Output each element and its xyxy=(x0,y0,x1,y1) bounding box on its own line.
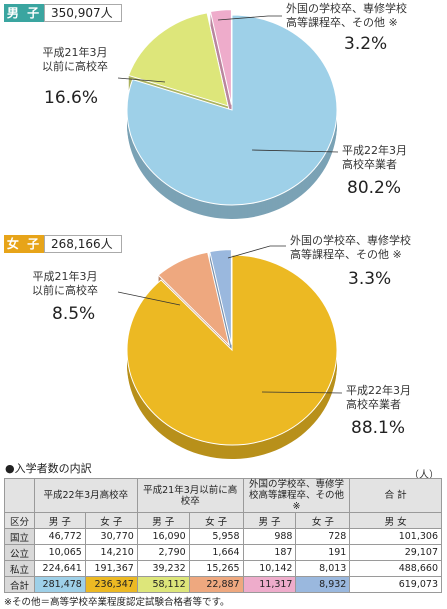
row-label: 公立 xyxy=(4,544,35,561)
row-header-label: 区分 xyxy=(4,512,35,529)
group-header: 平成21年3月以前に高校卒 xyxy=(136,478,244,513)
table-unit: （人） xyxy=(409,470,439,481)
leader-line-female-1 xyxy=(117,291,181,306)
footnote: ※その他＝高等学校卒業程度認定試験合格者等です。 xyxy=(4,597,230,608)
total-cell: 58,112 xyxy=(136,576,190,593)
total-cell: 236,347 xyxy=(84,576,138,593)
table-cell: 39,232 xyxy=(136,560,190,577)
group-header: 合 計 xyxy=(349,478,442,513)
sub-header: 男 子 xyxy=(242,512,297,529)
total-cell: 281,478 xyxy=(33,576,86,593)
table-cell: 8,013 xyxy=(295,560,351,577)
male-label-3: 外国の学校卒、専修学校 高等課程卒、その他 ※ xyxy=(286,2,407,29)
female-pie-chart xyxy=(117,245,343,460)
table-cell: 191 xyxy=(295,544,351,561)
female-badge: 女 子 xyxy=(4,235,44,253)
leader-line-male-1 xyxy=(117,77,166,83)
corner-cell xyxy=(4,478,35,513)
male-total: 350,907人 xyxy=(44,4,122,22)
leader-line-female-0 xyxy=(261,391,343,394)
table-cell: 14,210 xyxy=(84,544,138,561)
group-header: 平成22年3月高校卒 xyxy=(33,478,138,513)
table-row: 国立 46,772 30,770 16,090 5,958 988 728 10… xyxy=(4,528,442,545)
table-cell: 30,770 xyxy=(84,528,138,545)
sub-header: 女 子 xyxy=(84,512,138,529)
table-cell: 10,142 xyxy=(242,560,297,577)
male-label-2: 平成21年3月 以前に高校卒 xyxy=(42,46,108,73)
sub-header: 女 子 xyxy=(188,512,244,529)
male-pie-chart xyxy=(117,9,339,219)
sub-header: 男 子 xyxy=(33,512,86,529)
total-row: 合計 281,478 236,347 58,112 22,887 11,317 … xyxy=(4,576,442,593)
group-header: 外国の学校卒、専修学校高等課程卒、その他 ※ xyxy=(242,478,351,513)
leader-line-female-2 xyxy=(227,245,286,259)
table-group-header: 平成22年3月高校卒 平成21年3月以前に高校卒 外国の学校卒、専修学校高等課程… xyxy=(4,478,442,513)
leader-line-male-2 xyxy=(217,15,282,21)
female-pct-2: 8.5% xyxy=(52,304,96,324)
table-cell: 187 xyxy=(242,544,297,561)
pie-slice-female-0 xyxy=(126,254,338,446)
row-label: 国立 xyxy=(4,528,35,545)
table-cell: 728 xyxy=(295,528,351,545)
female-label-3: 外国の学校卒、専修学校 高等課程卒、その他 ※ xyxy=(290,234,411,261)
table-cell: 988 xyxy=(242,528,297,545)
row-label: 合計 xyxy=(4,576,35,593)
table-cell: 16,090 xyxy=(136,528,190,545)
table-title: ●入学者数の内訳 xyxy=(5,462,92,475)
sub-header: 男 子 xyxy=(136,512,190,529)
table-cell: 29,107 xyxy=(349,544,442,561)
leader-line-male-0 xyxy=(251,149,339,153)
sub-header: 女 子 xyxy=(295,512,351,529)
male-badge: 男 子 xyxy=(4,4,44,22)
pie-slice-male-0 xyxy=(126,14,338,206)
total-cell: 11,317 xyxy=(242,576,297,593)
table-cell: 15,265 xyxy=(188,560,244,577)
total-cell: 8,932 xyxy=(295,576,351,593)
table-cell: 224,641 xyxy=(33,560,86,577)
total-cell: 619,073 xyxy=(349,576,442,593)
male-label-1: 平成22年3月 高校卒業者 xyxy=(342,144,407,171)
row-label: 私立 xyxy=(4,560,35,577)
male-pct-3: 3.2% xyxy=(344,34,388,54)
table-cell: 2,790 xyxy=(136,544,190,561)
female-pct-3: 3.3% xyxy=(348,269,392,289)
pie-slice-male-2 xyxy=(209,9,232,105)
table-cell: 46,772 xyxy=(33,528,86,545)
female-label-2: 平成21年3月 以前に高校卒 xyxy=(32,270,98,297)
total-cell: 22,887 xyxy=(188,576,244,593)
table-cell: 5,958 xyxy=(188,528,244,545)
breakdown-table: 平成22年3月高校卒 平成21年3月以前に高校卒 外国の学校卒、専修学校高等課程… xyxy=(4,478,442,593)
table-sub-header: 区分 男 子 女 子 男 子 女 子 男 子 女 子 男 女 xyxy=(4,512,442,529)
table-cell: 191,367 xyxy=(84,560,138,577)
sub-header: 男 女 xyxy=(349,512,442,529)
table-row: 公立 10,065 14,210 2,790 1,664 187 191 29,… xyxy=(4,544,442,561)
table-cell: 488,660 xyxy=(349,560,442,577)
female-label-1: 平成22年3月 高校卒業者 xyxy=(346,384,411,411)
female-pct-1: 88.1% xyxy=(351,418,406,438)
table-cell: 1,664 xyxy=(188,544,244,561)
male-pct-2: 16.6% xyxy=(44,88,99,108)
table-cell: 10,065 xyxy=(33,544,86,561)
pie-slice-female-1 xyxy=(157,251,231,347)
pie-slice-male-1 xyxy=(127,12,229,107)
pie-slice-female-2 xyxy=(209,249,232,345)
male-pct-1: 80.2% xyxy=(347,178,402,198)
table-row: 私立 224,641 191,367 39,232 15,265 10,142 … xyxy=(4,560,442,577)
table-cell: 101,306 xyxy=(349,528,442,545)
female-total: 268,166人 xyxy=(44,235,122,253)
